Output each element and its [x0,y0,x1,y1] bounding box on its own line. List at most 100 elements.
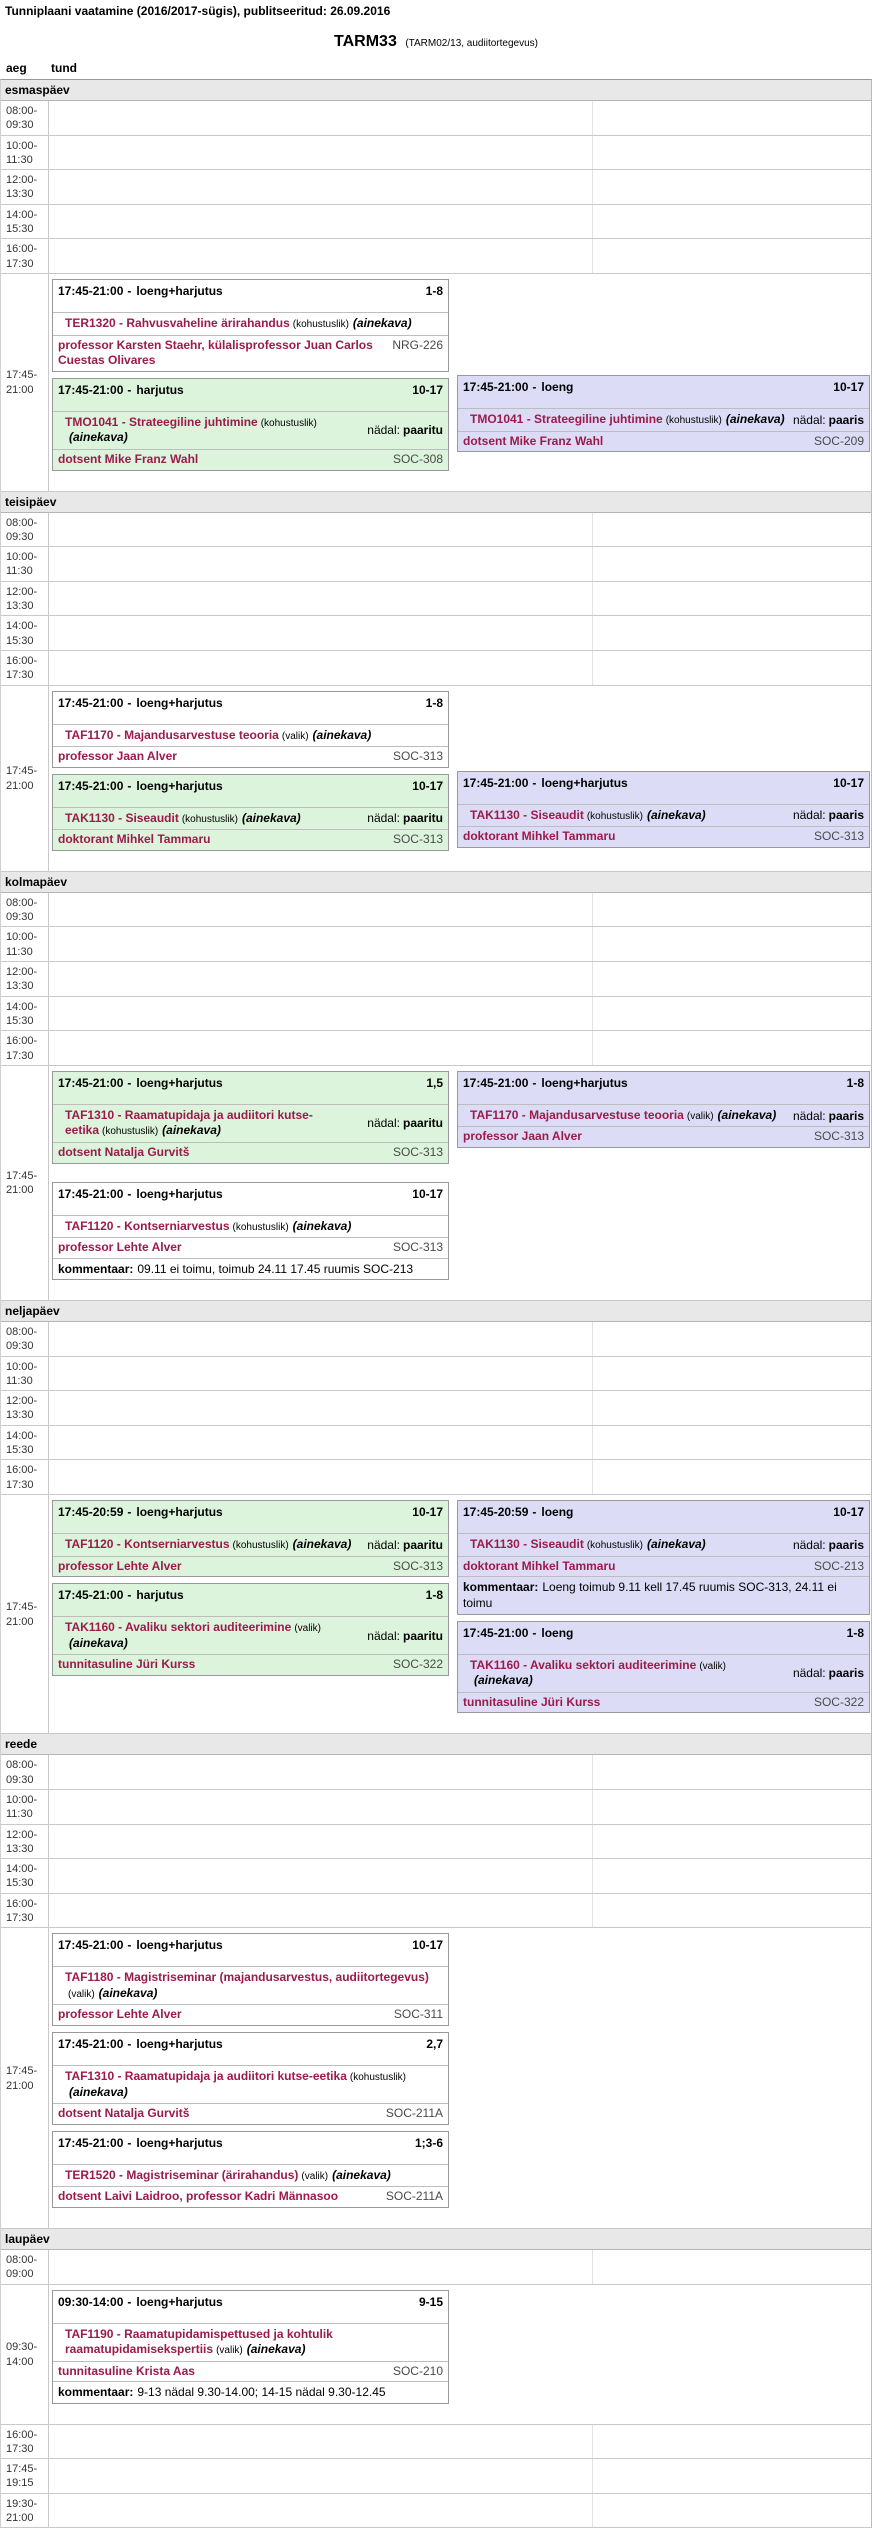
lecturers-link[interactable]: tunnitasuline Jüri Kurss [58,1657,196,1672]
course-title-link[interactable]: TER1320 - Rahvusvaheline ärirahandus [65,315,290,330]
card-time: 17:45-21:00 [58,1186,124,1201]
ainekava-link[interactable]: (ainekava) [292,1218,352,1233]
ainekava-link[interactable]: (ainekava) [246,2342,306,2357]
card-time-type: 17:45-20:59- loeng+harjutus [58,1505,223,1519]
course-title-link[interactable]: TER1520 - Magistriseminar (ärirahandus) [65,2167,299,2182]
course-title-link[interactable]: TAF1170 - Majandusarvestuse teooria [65,727,279,742]
card-separator: - [127,382,132,397]
lecturers-link[interactable]: dotsent Natalja Gurvitš [58,1145,190,1160]
card-weeks: 10-17 [412,1186,443,1201]
ainekava-link[interactable]: (ainekava) [69,430,128,445]
card-time-type: 09:30-14:00- loeng+harjutus [58,2295,223,2309]
room-label: SOC-210 [392,2363,443,2378]
ainekava-link[interactable]: (ainekava) [312,727,372,742]
lecturers-link[interactable]: professor Lehte Alver [58,1558,182,1573]
time-row: 10:00- 11:30 [1,1356,871,1392]
ainekava-link[interactable]: (ainekava) [646,1536,706,1551]
room-label: SOC-213 [813,1558,864,1573]
ainekava-link[interactable]: (ainekava) [332,2167,391,2182]
card-time: 17:45-21:00 [58,778,124,793]
lecturers-link[interactable]: dotsent Laivi Laidroo, professor Kadri M… [58,2189,339,2204]
course-title-link[interactable]: TMO1041 - Strateegiline juhtimine [65,414,258,429]
course-title-line: TAK1130 - Siseaudit (kohustuslik) (ainekav… [463,808,706,824]
course-title-link[interactable]: TAF1180 - Magistriseminar (majandusarves… [65,1970,429,1985]
course-title-line: TAK1130 - Siseaudit (kohustuslik) (ainekav… [58,811,301,827]
course-title-link[interactable]: TAK1160 - Avaliku sektori auditeerimine [470,1657,697,1672]
card-weeks: 10-17 [833,775,864,790]
lecturers-link[interactable]: doktorant Mihkel Tammaru [463,1558,616,1573]
room-label: SOC-313 [813,829,864,844]
time-row: 14:00- 15:30 [1,1859,871,1894]
time-label: 10:00- 11:30 [1,927,49,962]
time-label: 12:00- 13:30 [1,1391,49,1425]
course-title-link[interactable]: TAF1120 - Kontserniarvestus [65,1218,230,1233]
course-title-link[interactable]: TAF1170 - Majandusarvestuse teooria [470,1107,684,1122]
timetable-body: esmaspäev 08:00- 09:30 10:00- 11:30 12:0… [0,79,872,2528]
ainekava-link[interactable]: (ainekava) [725,411,785,426]
course-title-link[interactable]: TAF1310 - Raamatupidaja ja audiitori kut… [65,1107,313,1138]
course-title-link[interactable]: TMO1041 - Strateegiline juhtimine [470,411,663,426]
ainekava-link[interactable]: (ainekava) [162,1123,221,1138]
lecturers-link[interactable]: tunnitasuline Jüri Kurss [463,1694,601,1709]
comment-label: kommentaar: [58,1261,134,1276]
lecturers-link[interactable]: professor Karsten Staehr, külalisprofess… [58,337,373,368]
lecturers-link[interactable]: professor Jaan Alver [463,1129,582,1144]
lecturers-link[interactable]: doktorant Mihkel Tammaru [463,829,616,844]
week-parity: nädal: paaris [785,1666,864,1680]
ainekava-link[interactable]: (ainekava) [69,2084,128,2099]
card-separator: - [127,1504,132,1519]
card-column-left: 17:45-21:00- loeng+harjutus 1-8 TAF1170 -… [52,690,449,851]
card-weeks: 1-8 [846,1075,864,1090]
course-title-link[interactable]: TAK1130 - Siseaudit [470,807,584,822]
time-label: 17:45- 21:00 [1,685,49,871]
lecturers-link[interactable]: professor Lehte Alver [58,1240,182,1255]
lecturer-row: doktorant Mihkel Tammaru SOC-313 [458,826,869,847]
course-title-link[interactable]: TAF1310 - Raamatupidaja ja audiitori kut… [65,2069,347,2084]
ainekava-link[interactable]: (ainekava) [646,807,706,822]
ainekava-link[interactable]: (ainekava) [474,1673,533,1688]
week-parity: nädal: paaritu [359,1629,443,1643]
card-activity-type: loeng+harjutus [136,1504,223,1519]
course-card: 17:45-21:00- loeng+harjutus 10-17 TAK1130… [52,773,449,851]
course-title-link[interactable]: TAK1130 - Siseaudit [65,810,179,825]
course-card: 17:45-21:00- loeng 1-8 TAK1160 - Avaliku … [457,1620,870,1714]
lecturers-link[interactable]: dotsent Mike Franz Wahl [58,451,199,466]
course-title-link[interactable]: TAK1160 - Avaliku sektori auditeerimine [65,1620,292,1635]
ainekava-link[interactable]: (ainekava) [292,1536,352,1551]
time-row: 16:00- 17:30 [1,1893,871,1929]
course-title-link[interactable]: TAF1190 - Raamatupidamispettused ja koht… [65,2326,333,2357]
lecturers-link[interactable]: tunnitasuline Krista Aas [58,2363,195,2378]
row-content [49,101,871,135]
course-row: TAK1130 - Siseaudit (kohustuslik) (ainekav… [458,803,869,827]
card-separator: - [127,2037,132,2052]
time-label: 16:00- 17:30 [1,1460,49,1494]
card-header: 17:45-21:00- loeng+harjutus 1-8 [53,692,448,724]
comment-row: kommentaar: Loeng toimub 9.11 kell 17.45 … [458,1576,869,1613]
ainekava-link[interactable]: (ainekava) [98,1985,158,2000]
time-row: 08:00- 09:30 [1,1755,871,1790]
course-title-line: TMO1041 - Strateegiline juhtimine (kohust… [58,415,359,446]
row-content [49,1824,871,1859]
card-weeks: 1-8 [425,695,443,710]
lecturer-row: tunnitasuline Krista Aas SOC-210 [53,2360,448,2382]
card-time: 17:45-21:00 [58,2135,124,2150]
lecturers-link[interactable]: doktorant Mihkel Tammaru [58,832,211,847]
ainekava-link[interactable]: (ainekava) [352,315,412,330]
lecturers-link[interactable]: professor Jaan Alver [58,749,177,764]
week-parity-label: nädal: [367,1116,400,1131]
course-title-link[interactable]: TAF1120 - Kontserniarvestus [65,1536,230,1551]
course-title-link[interactable]: TAK1130 - Siseaudit [470,1536,584,1551]
course-card: 09:30-14:00- loeng+harjutus 9-15 TAF1190 … [52,2289,449,2404]
row-content [49,1460,871,1494]
card-activity-type: loeng [541,379,574,394]
ainekava-link[interactable]: (ainekava) [241,810,301,825]
lecturers-link[interactable]: dotsent Mike Franz Wahl [463,433,604,448]
comment-row: kommentaar: 9-13 nädal 9.30-14.00; 14-15 … [53,2381,448,2402]
ainekava-link[interactable]: (ainekava) [69,1635,128,1650]
lecturers-link[interactable]: professor Lehte Alver [58,2007,182,2022]
card-column-left: 17:45-21:00- loeng+harjutus 10-17 TAF1180… [52,1933,449,2209]
room-label: SOC-211A [385,2189,443,2204]
lecturers-link[interactable]: dotsent Natalja Gurvitš [58,2106,190,2121]
room-label: SOC-211A [385,2106,443,2121]
ainekava-link[interactable]: (ainekava) [717,1107,777,1122]
